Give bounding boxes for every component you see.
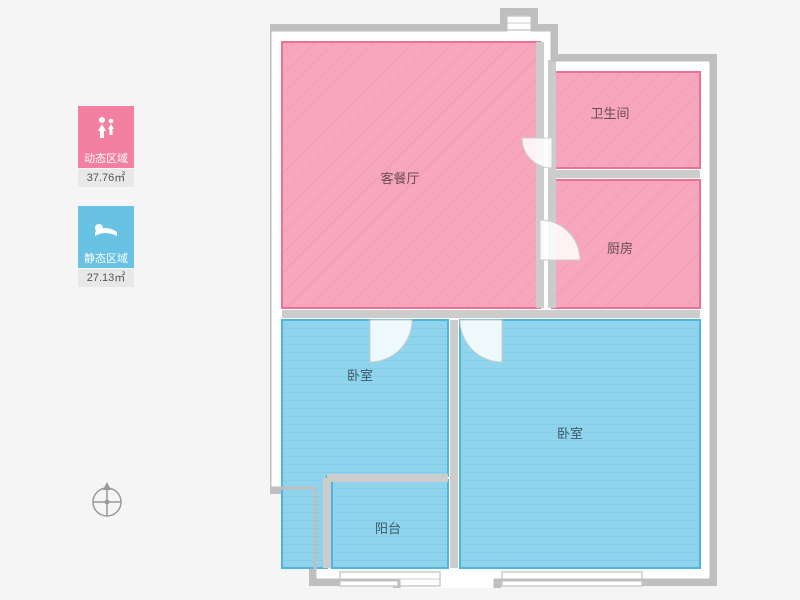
sleeping-icon	[78, 206, 134, 250]
legend-static-value: 27.13㎡	[78, 269, 134, 287]
room-label-kitchen: 厨房	[607, 241, 633, 256]
legend-static-label: 静态区域	[78, 250, 134, 268]
room-bathroom: 卫生间	[552, 72, 700, 168]
legend-dynamic-zone: 动态区域 37.76㎡	[78, 106, 134, 187]
legend-dynamic-value: 37.76㎡	[78, 169, 134, 187]
people-icon	[78, 106, 134, 150]
room-label-living_dining: 客餐厅	[380, 171, 419, 186]
floor-plan: 客餐厅卫生间厨房卧室卧室阳台	[270, 8, 720, 588]
compass-icon	[87, 480, 127, 520]
room-label-bedroom_left: 卧室	[347, 368, 373, 383]
room-label-bedroom_right: 卧室	[557, 426, 583, 441]
room-balcony: 阳台	[332, 480, 448, 568]
room-living_dining: 客餐厅	[282, 42, 540, 308]
room-label-balcony: 阳台	[375, 521, 401, 536]
room-label-bathroom: 卫生间	[590, 106, 629, 121]
legend-dynamic-label: 动态区域	[78, 150, 134, 168]
legend-static-zone: 静态区域 27.13㎡	[78, 206, 134, 287]
